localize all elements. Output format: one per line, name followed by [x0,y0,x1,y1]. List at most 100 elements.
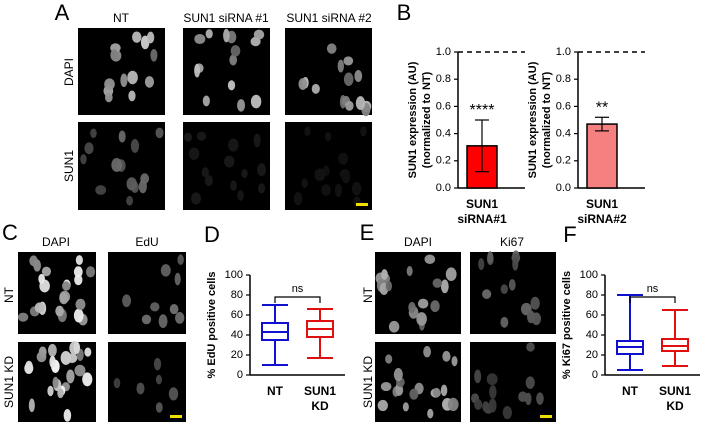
row-label: SUN1 KD [2,356,16,408]
y-tick-label: 0.6 [436,100,451,112]
y-tick-label: 40 [586,329,598,341]
nucleus [202,95,210,107]
nucleus [66,353,78,364]
nucleus [500,316,509,328]
nucleus [224,155,235,168]
nucleus [337,59,344,73]
y-tick-label: 60 [231,309,243,321]
nucleus [75,298,86,311]
x-tick-label: SUN1 [659,384,691,398]
panel-letter: C [2,220,18,245]
nucleus [525,376,535,389]
nucleus [110,49,119,61]
nucleus [73,266,83,278]
nucleus [427,408,434,419]
nucleus [482,401,490,413]
nucleus [409,388,419,400]
nucleus [334,183,343,198]
nucleus [150,302,160,312]
nucleus [380,381,392,392]
x-tick-label: KD [311,399,329,413]
nucleus [126,195,134,206]
panel-letter: A [55,0,70,25]
nucleus [144,76,155,88]
nucleus [388,320,400,333]
nucleus [41,266,52,277]
nucleus [531,312,542,326]
significance-label: ns [292,283,304,295]
nucleus [177,254,184,265]
nucleus [38,273,45,284]
y-tick-label: 60 [586,309,598,321]
nucleus [61,281,71,291]
y-tick-label: 0 [592,369,598,381]
scale-bar [540,415,552,418]
row-label: NT [2,286,16,303]
nucleus [153,357,162,371]
nucleus [155,374,162,385]
nucleus [122,294,132,308]
nucleus [84,347,92,357]
panel-letter: F [563,222,576,247]
nucleus [395,384,404,396]
nucleus [155,127,164,139]
y-axis-label: SUN1 expression (AU) [407,61,419,178]
nucleus [230,180,237,191]
nucleus [73,308,84,323]
nucleus [424,254,436,264]
nucleus [140,173,150,184]
nucleus [488,398,497,413]
y-tick-label: 20 [231,349,243,361]
column-label: EdU [135,235,158,249]
column-label: NT [113,11,130,25]
panel-letter: E [360,220,375,245]
nucleus [526,342,535,352]
micrograph [108,342,186,422]
nucleus [168,387,179,401]
nucleus [474,369,482,384]
bar [586,123,618,189]
nucleus [355,96,366,110]
nucleus [29,255,38,267]
nucleus [536,392,544,405]
nucleus [385,354,393,364]
nucleus [47,343,57,357]
y-tick-label: 80 [586,289,598,301]
nucleus [417,298,429,309]
column-label: Ki67 [500,235,524,249]
nucleus [451,356,458,367]
significance-bracket [629,296,676,303]
nucleus [293,192,303,206]
nucleus [90,128,97,138]
nucleus [311,83,320,94]
nucleus [482,289,492,299]
x-tick-label: SUN1 [466,197,498,211]
y-tick-label: 0.2 [436,155,451,167]
nucleus [28,398,35,413]
x-tick-label: siRNA#2 [577,212,627,226]
nucleus [230,45,241,57]
row-label: NT [361,286,375,303]
nucleus [343,72,354,87]
nucleus [393,368,403,382]
nucleus [354,69,363,83]
y-tick-label: 40 [231,329,243,341]
nucleus [489,385,497,399]
nucleus [136,382,145,395]
nucleus [343,56,354,66]
nucleus [228,138,239,152]
value-annotation: **** [470,102,495,119]
y-tick-label: 20 [586,349,598,361]
nucleus [423,346,431,358]
y-tick-label: 0.8 [436,73,451,85]
nucleus [301,178,309,188]
nucleus [440,279,449,294]
nucleus [150,48,158,62]
nucleus [257,163,267,177]
y-tick-label: 0.0 [436,182,451,194]
nucleus [127,70,138,85]
y-tick-label: 0.6 [556,100,571,112]
nucleus [253,133,261,148]
nucleus [237,99,246,112]
nucleus [158,314,168,329]
